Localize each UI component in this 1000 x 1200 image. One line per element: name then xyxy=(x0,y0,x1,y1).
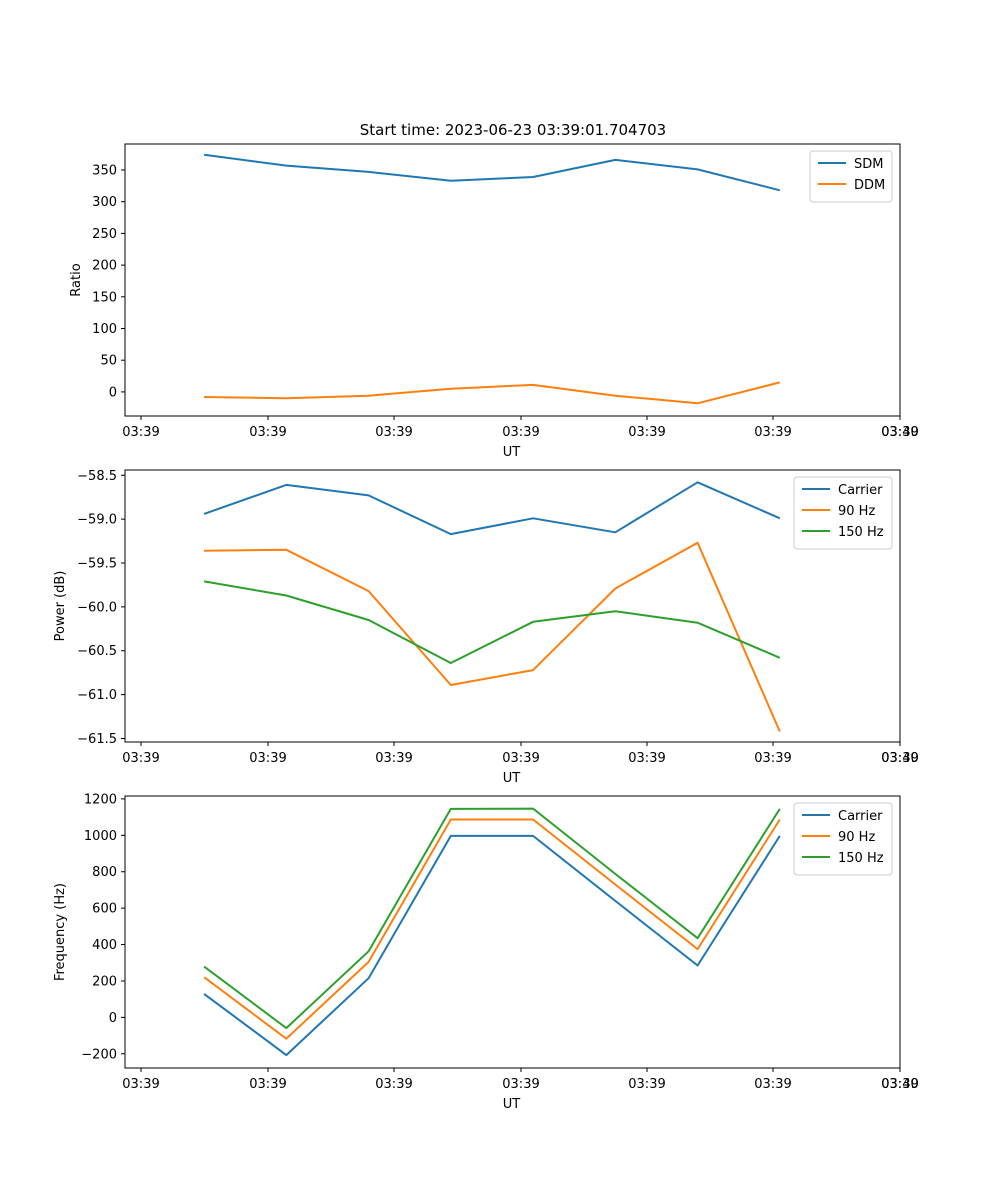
y-tick-label: 150 xyxy=(92,290,117,305)
x-tick-label: 03:40 xyxy=(881,1077,918,1092)
x-tick-label: 03:40 xyxy=(881,425,918,440)
y-tick-label: 1000 xyxy=(84,829,117,844)
x-tick-label: 03:39 xyxy=(628,425,665,440)
legend-label: 90 Hz xyxy=(838,504,875,519)
x-tick-label: 03:39 xyxy=(249,751,286,766)
y-tick-label: 300 xyxy=(92,195,117,210)
series-line-carrier xyxy=(203,834,781,1057)
x-axis-label: UT xyxy=(503,771,521,786)
legend: Carrier 90 Hz 150 Hz xyxy=(793,802,893,876)
y-tick-label: −59.0 xyxy=(77,513,117,528)
y-tick-label: 400 xyxy=(92,938,117,953)
x-tick-label: 03:39 xyxy=(375,751,412,766)
x-tick-label: 03:39 xyxy=(754,1077,791,1092)
chart-panel-2: 03:39 03:39 03:39 03:39 03:39 03:39 03:3903:40… xyxy=(53,469,919,786)
series-line-ddm xyxy=(204,381,781,405)
legend-label: Carrier xyxy=(838,809,883,824)
legend-label: 90 Hz xyxy=(838,830,875,845)
y-axis-label: Ratio xyxy=(69,263,84,296)
y-tick-label: 0 xyxy=(109,1011,117,1026)
x-tick-label: 03:39 xyxy=(881,1077,918,1092)
plot-frame xyxy=(124,469,901,743)
y-tick-label: −200 xyxy=(81,1047,117,1062)
x-tick-label: 03:39 xyxy=(502,1077,539,1092)
x-tick-label: 03:39 xyxy=(375,425,412,440)
y-tick-label: −61.5 xyxy=(77,732,117,747)
legend: SDM DDM xyxy=(809,150,893,203)
series-line-sdm xyxy=(203,153,781,192)
series-line-90-hz xyxy=(203,818,781,1040)
series-line-carrier xyxy=(203,481,781,536)
legend-label: 150 Hz xyxy=(838,525,884,540)
x-tick-label: 03:39 xyxy=(249,425,286,440)
y-tick-label: 600 xyxy=(92,902,117,917)
legend: Carrier 90 Hz 150 Hz xyxy=(793,476,893,550)
x-tick-label: 03:39 xyxy=(375,1077,412,1092)
x-tick-label: 03:39 xyxy=(502,425,539,440)
y-tick-label: −60.0 xyxy=(77,600,117,615)
x-axis-label: UT xyxy=(503,445,521,460)
y-tick-label: −60.5 xyxy=(77,644,117,659)
x-tick-label: 03:39 xyxy=(881,751,918,766)
x-tick-label: 03:39 xyxy=(754,425,791,440)
figure-title: Start time: 2023-06-23 03:39:01.704703 xyxy=(360,121,666,139)
x-tick-label: 03:39 xyxy=(754,751,791,766)
legend-label: Carrier xyxy=(838,483,883,498)
x-tick-label: 03:39 xyxy=(628,1077,665,1092)
x-tick-label: 03:39 xyxy=(122,1077,159,1092)
x-tick-label: 03:39 xyxy=(122,751,159,766)
legend-label: 150 Hz xyxy=(838,851,884,866)
chart-panel-3: 03:39 03:39 03:39 03:39 03:39 03:39 03:3903:40… xyxy=(53,792,919,1112)
y-axis-label: Frequency (Hz) xyxy=(53,883,68,981)
y-tick-label: 0 xyxy=(109,385,117,400)
x-tick-label: 03:39 xyxy=(249,1077,286,1092)
x-axis-label: UT xyxy=(503,1097,521,1112)
y-tick-label: 1200 xyxy=(84,792,117,807)
y-axis-label: Power (dB) xyxy=(53,571,68,642)
series-line-90-hz xyxy=(204,541,781,732)
series-line-150-hz xyxy=(203,580,781,664)
x-tick-label: 03:39 xyxy=(628,751,665,766)
y-tick-label: −58.5 xyxy=(77,469,117,484)
y-tick-label: −61.0 xyxy=(77,688,117,703)
y-tick-label: 350 xyxy=(92,163,117,178)
chart-panel-1: 03:39 03:39 03:39 03:39 03:39 03:39 03:3903:40… xyxy=(69,143,919,460)
x-tick-label: 03:39 xyxy=(502,751,539,766)
plot-frame xyxy=(124,795,901,1069)
legend-label: SDM xyxy=(854,157,883,172)
y-tick-label: 100 xyxy=(92,322,117,337)
y-tick-label: 250 xyxy=(92,227,117,242)
plot-frame xyxy=(124,143,901,417)
x-tick-label: 03:40 xyxy=(881,751,918,766)
x-tick-label: 03:39 xyxy=(122,425,159,440)
y-tick-label: 800 xyxy=(92,865,117,880)
y-tick-label: 200 xyxy=(92,974,117,989)
y-tick-label: 200 xyxy=(92,259,117,274)
x-tick-label: 03:39 xyxy=(881,425,918,440)
y-tick-label: −59.5 xyxy=(77,557,117,572)
y-tick-label: 50 xyxy=(100,354,117,369)
series-line-150-hz xyxy=(203,807,781,1030)
legend-label: DDM xyxy=(854,178,885,193)
chart-panels: 03:39 03:39 03:39 03:39 03:39 03:39 03:3903:40… xyxy=(53,143,919,1112)
